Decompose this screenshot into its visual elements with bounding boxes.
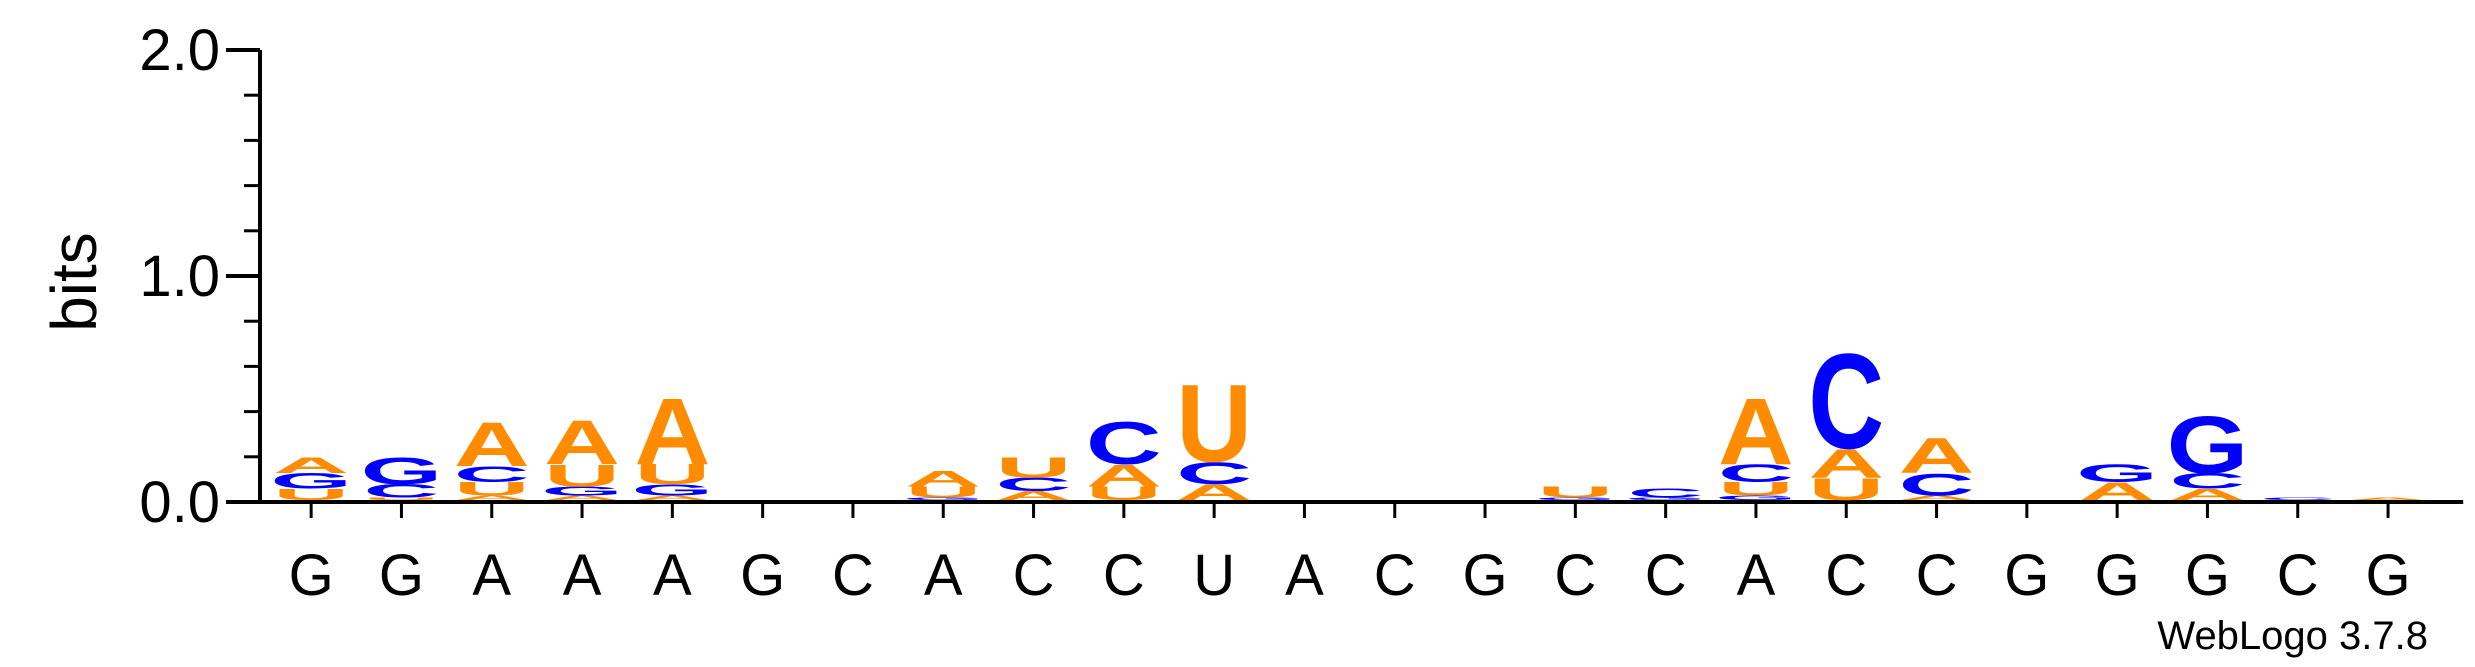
x-tick-label: C: [1825, 543, 1867, 608]
weblogo-watermark: WebLogo 3.7.8: [2157, 614, 2428, 658]
logo-letter-c: C: [1899, 467, 1975, 502]
logo-letter-a: A: [905, 467, 981, 492]
logo-letter-a: A: [1086, 458, 1162, 493]
logo-letter-u: U: [634, 459, 710, 491]
logo-letter-u: U: [905, 483, 981, 501]
x-tick-label: G: [1462, 543, 1507, 608]
logo-letter-g: G: [1715, 494, 1797, 501]
x-tick-label: A: [924, 543, 963, 608]
logo-letter-a: A: [1718, 379, 1794, 485]
y-axis: 0.0 1.0 2.0: [139, 18, 262, 535]
x-tick-label: A: [1737, 543, 1776, 608]
x-tick-label: A: [563, 543, 602, 608]
logo-letter-c: C: [1628, 486, 1704, 500]
x-tick-label: G: [2004, 543, 2049, 608]
logo-letter-g: G: [632, 481, 714, 499]
logo-letter-u: U: [1537, 483, 1613, 501]
logo-letter-u: U: [996, 452, 1072, 484]
logo-letter-a: A: [454, 410, 530, 480]
logo-letter-c: C: [454, 462, 530, 487]
logo-letter-g: G: [2167, 399, 2249, 490]
logo-letter-u: U: [1176, 361, 1252, 485]
logo-letter-g: G: [541, 484, 623, 498]
logo-letter-g: G: [2076, 459, 2158, 487]
logo-letter-a: A: [2079, 478, 2155, 506]
logo-letter-a: A: [454, 494, 530, 501]
x-tick-label: C: [1013, 543, 1055, 608]
x-tick-label: A: [653, 543, 692, 608]
logo-letter-u: U: [364, 497, 440, 501]
logo-letter-c: C: [2170, 469, 2246, 494]
x-tick-label: C: [832, 543, 874, 608]
x-tick-label: G: [740, 543, 785, 608]
logo-letter-c: C: [1176, 456, 1252, 491]
logo-letter-a: A: [1899, 428, 1975, 484]
logo-letter-c: C: [996, 474, 1072, 495]
x-tick-label: U: [1193, 543, 1235, 608]
x-tick-label: G: [379, 543, 424, 608]
logo-letter-a: A: [1176, 480, 1252, 505]
logo-letter-c: C: [2260, 497, 2336, 501]
y-tick-label: 1.0: [139, 244, 220, 309]
logo-letter-u: U: [454, 478, 530, 499]
logo-letter-g: G: [1625, 497, 1707, 501]
x-tick-label: C: [1374, 543, 1416, 608]
x-tick-label: G: [2095, 543, 2140, 608]
y-tick-label: 0.0: [139, 470, 220, 535]
logo-letter-a: A: [1899, 494, 1975, 501]
logo-letter-a: A: [544, 494, 620, 501]
x-tick-label: C: [2277, 543, 2319, 608]
logo-letter-a: A: [1808, 440, 1884, 486]
logo-letter-a: A: [634, 494, 710, 501]
logo-letter-g: G: [361, 450, 443, 492]
logo-letter-a: A: [273, 453, 349, 478]
logo-letter-u: U: [544, 458, 620, 493]
logo-letter-a: A: [2170, 486, 2246, 504]
logo-letter-c: C: [1718, 459, 1794, 487]
logo-letter-u: U: [273, 486, 349, 504]
x-tick-label: G: [2365, 543, 2410, 608]
logo-letter-u: U: [1718, 478, 1794, 499]
logo-letter-g: G: [270, 469, 352, 494]
logo-letter-u: U: [1086, 483, 1162, 504]
logo-letter-c: C: [1086, 411, 1162, 478]
x-tick-label: G: [289, 543, 334, 608]
logo-letter-u: U: [1808, 472, 1884, 507]
x-tick-label: A: [472, 543, 511, 608]
x-tick-label: C: [1645, 543, 1687, 608]
logo-letter-g: G: [902, 497, 984, 501]
logo-letter-a: A: [2350, 497, 2426, 501]
x-tick-label: G: [2185, 543, 2230, 608]
logo-letter-a: A: [634, 379, 710, 485]
logo-letter-g: G: [1535, 497, 1617, 501]
logo-letter-a: A: [544, 408, 620, 478]
x-tick-label: C: [1103, 543, 1145, 608]
x-tick-label: C: [1916, 543, 1958, 608]
logo-letter-c: C: [364, 481, 440, 502]
logo-letter-c: C: [1808, 325, 1884, 477]
x-tick-label: A: [1285, 543, 1324, 608]
x-tick-label: C: [1554, 543, 1596, 608]
logo-letter-a: A: [996, 489, 1072, 503]
y-axis-label: bits: [38, 232, 110, 332]
y-tick-label: 2.0: [139, 18, 220, 83]
